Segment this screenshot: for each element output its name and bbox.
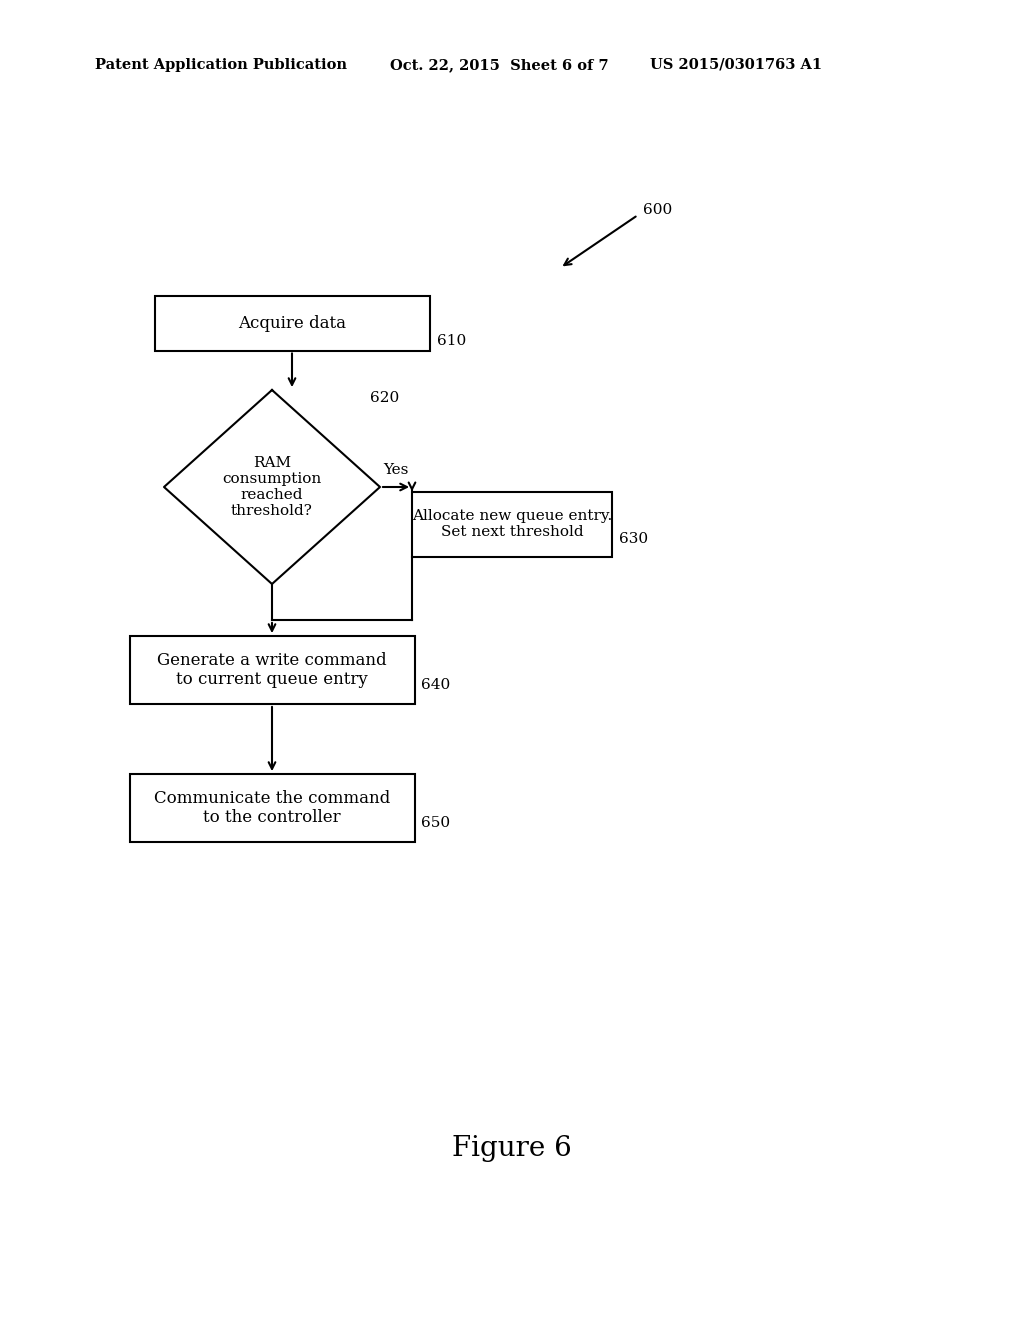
Text: 650: 650 <box>422 816 451 830</box>
Text: 620: 620 <box>370 391 399 405</box>
Text: Oct. 22, 2015  Sheet 6 of 7: Oct. 22, 2015 Sheet 6 of 7 <box>390 58 608 73</box>
Text: 630: 630 <box>618 532 648 546</box>
Text: Figure 6: Figure 6 <box>453 1134 571 1162</box>
Text: Yes: Yes <box>383 463 409 477</box>
Text: 640: 640 <box>422 678 451 692</box>
Text: US 2015/0301763 A1: US 2015/0301763 A1 <box>650 58 822 73</box>
Bar <box>155 296 429 351</box>
Text: 610: 610 <box>436 334 466 348</box>
Bar <box>412 491 612 557</box>
Text: Patent Application Publication: Patent Application Publication <box>95 58 347 73</box>
Text: Generate a write command
to current queue entry: Generate a write command to current queu… <box>158 652 387 688</box>
Text: Acquire data: Acquire data <box>238 314 346 331</box>
Text: 600: 600 <box>643 203 672 216</box>
Bar <box>129 774 415 842</box>
Bar <box>129 636 415 704</box>
Text: Communicate the command
to the controller: Communicate the command to the controlle… <box>154 789 390 826</box>
Text: Allocate new queue entry.
Set next threshold: Allocate new queue entry. Set next thres… <box>412 510 612 539</box>
Polygon shape <box>164 389 380 583</box>
Text: RAM
consumption
reached
threshold?: RAM consumption reached threshold? <box>222 455 322 519</box>
